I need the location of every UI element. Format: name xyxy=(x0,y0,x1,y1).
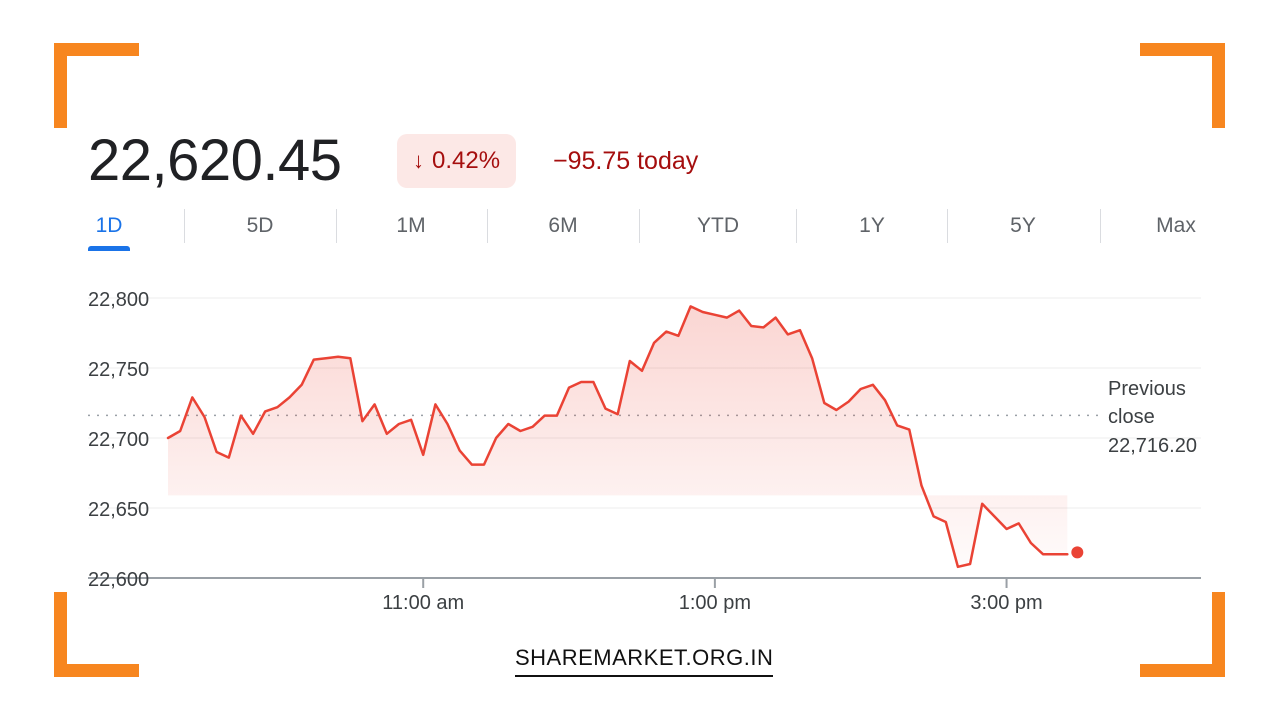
tab-separator xyxy=(184,209,185,243)
change-percent-badge: ↓ 0.42% xyxy=(397,134,517,188)
tab-5y[interactable]: 5Y xyxy=(1010,214,1036,237)
range-tabs: 1D 5D 1M 6M YTD 1Y 5Y Max xyxy=(88,206,1202,254)
active-tab-indicator xyxy=(88,246,130,251)
tab-separator xyxy=(1100,209,1101,243)
frame-corner-top-left xyxy=(54,43,139,128)
change-today: −95.75 today xyxy=(553,147,699,175)
tab-max[interactable]: Max xyxy=(1156,214,1196,237)
tab-ytd[interactable]: YTD xyxy=(697,214,739,237)
tab-6m[interactable]: 6M xyxy=(548,214,578,237)
y-tick-label: 22,800 xyxy=(88,289,149,311)
tab-separator xyxy=(796,209,797,243)
x-tick-label: 3:00 pm xyxy=(970,592,1042,614)
tab-1d[interactable]: 1D xyxy=(95,214,123,237)
previous-close-label: 22,716.20 xyxy=(1108,435,1197,457)
price-line xyxy=(166,305,1069,569)
tab-1y[interactable]: 1Y xyxy=(859,214,885,237)
tab-separator xyxy=(487,209,488,243)
last-price-dot xyxy=(1071,546,1084,559)
x-tick-label: 1:00 pm xyxy=(679,592,751,614)
y-tick-label: 22,600 xyxy=(88,569,149,591)
arrow-down-icon: ↓ xyxy=(413,148,424,173)
frame-corner-bottom-left xyxy=(54,592,139,677)
tab-separator xyxy=(639,209,640,243)
tab-separator xyxy=(947,209,948,243)
frame-corner-bottom-right xyxy=(1140,592,1225,677)
previous-close-label: close xyxy=(1108,406,1155,428)
change-percent: 0.42% xyxy=(432,147,501,174)
price-area-fill xyxy=(168,306,1068,567)
tab-1m[interactable]: 1M xyxy=(396,214,426,237)
y-tick-label: 22,700 xyxy=(88,429,149,451)
tab-5d[interactable]: 5D xyxy=(246,214,274,237)
frame-corner-top-right xyxy=(1140,43,1225,128)
x-tick-label: 11:00 am xyxy=(382,592,464,614)
site-watermark: SHAREMARKET.ORG.IN xyxy=(515,645,774,677)
previous-close-label: Previous xyxy=(1108,378,1186,400)
current-price: 22,620.45 xyxy=(88,128,342,193)
tab-separator xyxy=(336,209,337,243)
y-tick-label: 22,650 xyxy=(88,499,149,521)
y-tick-label: 22,750 xyxy=(88,359,149,381)
